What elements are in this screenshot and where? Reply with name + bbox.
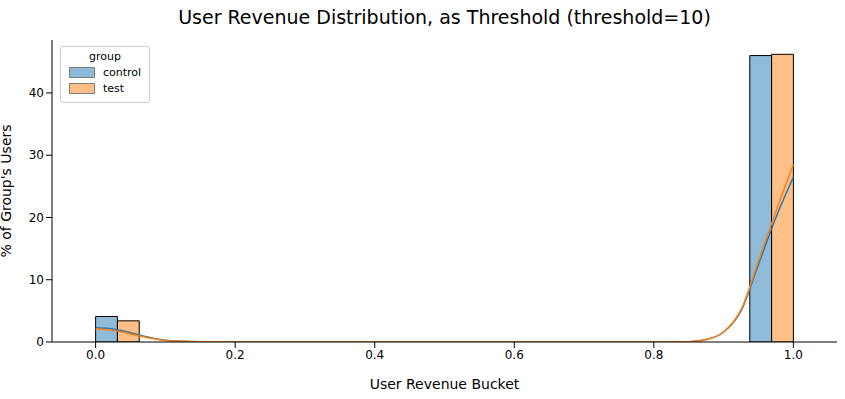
svg-text:0.4: 0.4	[365, 348, 384, 362]
svg-text:0.6: 0.6	[505, 348, 524, 362]
svg-text:20: 20	[29, 211, 44, 225]
svg-text:0.0: 0.0	[86, 348, 105, 362]
svg-text:10: 10	[29, 273, 44, 287]
svg-text:User Revenue Bucket: User Revenue Bucket	[370, 376, 520, 392]
svg-text:0: 0	[36, 335, 44, 349]
html-text:control: control	[103, 66, 142, 79]
svg-text:0.2: 0.2	[226, 348, 245, 362]
svg-text:% of Group's Users: % of Group's Users	[8, 124, 14, 257]
html-text:group: group	[89, 50, 121, 63]
svg-text:1.0: 1.0	[784, 348, 803, 362]
svg-text:40: 40	[29, 86, 44, 100]
svg-text:30: 30	[29, 148, 44, 162]
html-text:test: test	[103, 82, 125, 95]
html-text:User Revenue Distribution, as: User Revenue Distribution, as Threshold …	[178, 6, 711, 28]
svg-text:0.8: 0.8	[644, 348, 663, 362]
